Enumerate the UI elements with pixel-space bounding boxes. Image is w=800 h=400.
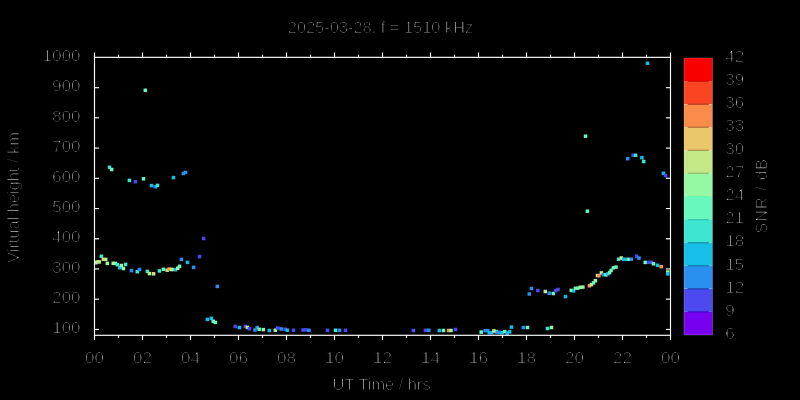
svg-text:27: 27 bbox=[725, 162, 744, 181]
svg-text:00: 00 bbox=[661, 349, 680, 368]
svg-text:15: 15 bbox=[725, 255, 744, 274]
svg-text:33: 33 bbox=[725, 116, 744, 135]
svg-text:00: 00 bbox=[85, 349, 104, 368]
svg-text:1000: 1000 bbox=[43, 46, 81, 65]
svg-text:30: 30 bbox=[725, 139, 744, 158]
svg-text:12: 12 bbox=[725, 278, 744, 297]
svg-text:18: 18 bbox=[725, 232, 744, 251]
svg-text:06: 06 bbox=[229, 349, 248, 368]
svg-text:900: 900 bbox=[52, 77, 80, 96]
svg-text:16: 16 bbox=[469, 349, 488, 368]
svg-text:400: 400 bbox=[52, 228, 80, 247]
svg-text:14: 14 bbox=[421, 349, 440, 368]
svg-text:12: 12 bbox=[373, 349, 392, 368]
svg-text:39: 39 bbox=[725, 70, 744, 89]
svg-text:SNR / dB: SNR / dB bbox=[753, 158, 771, 234]
svg-text:08: 08 bbox=[277, 349, 296, 368]
svg-text:20: 20 bbox=[565, 349, 584, 368]
svg-text:UT Time / hrs: UT Time / hrs bbox=[332, 376, 430, 394]
svg-text:21: 21 bbox=[725, 209, 744, 228]
svg-text:24: 24 bbox=[725, 186, 744, 205]
svg-text:700: 700 bbox=[52, 137, 80, 156]
svg-text:200: 200 bbox=[52, 288, 80, 307]
svg-text:300: 300 bbox=[52, 258, 80, 277]
svg-text:22: 22 bbox=[613, 349, 632, 368]
svg-text:600: 600 bbox=[52, 167, 80, 186]
svg-text:10: 10 bbox=[325, 349, 344, 368]
svg-text:18: 18 bbox=[517, 349, 536, 368]
svg-text:36: 36 bbox=[725, 93, 744, 112]
svg-text:100: 100 bbox=[52, 318, 80, 337]
svg-text:2025-03-28. f = 1510 kHz: 2025-03-28. f = 1510 kHz bbox=[288, 19, 473, 37]
svg-text:42: 42 bbox=[725, 47, 744, 66]
svg-text:500: 500 bbox=[52, 198, 80, 217]
svg-text:Virtual height / km: Virtual height / km bbox=[5, 132, 23, 263]
svg-text:04: 04 bbox=[181, 349, 200, 368]
svg-text:02: 02 bbox=[133, 349, 152, 368]
svg-text:800: 800 bbox=[52, 107, 80, 126]
svg-text:9: 9 bbox=[725, 301, 734, 320]
svg-text:6: 6 bbox=[725, 324, 734, 343]
